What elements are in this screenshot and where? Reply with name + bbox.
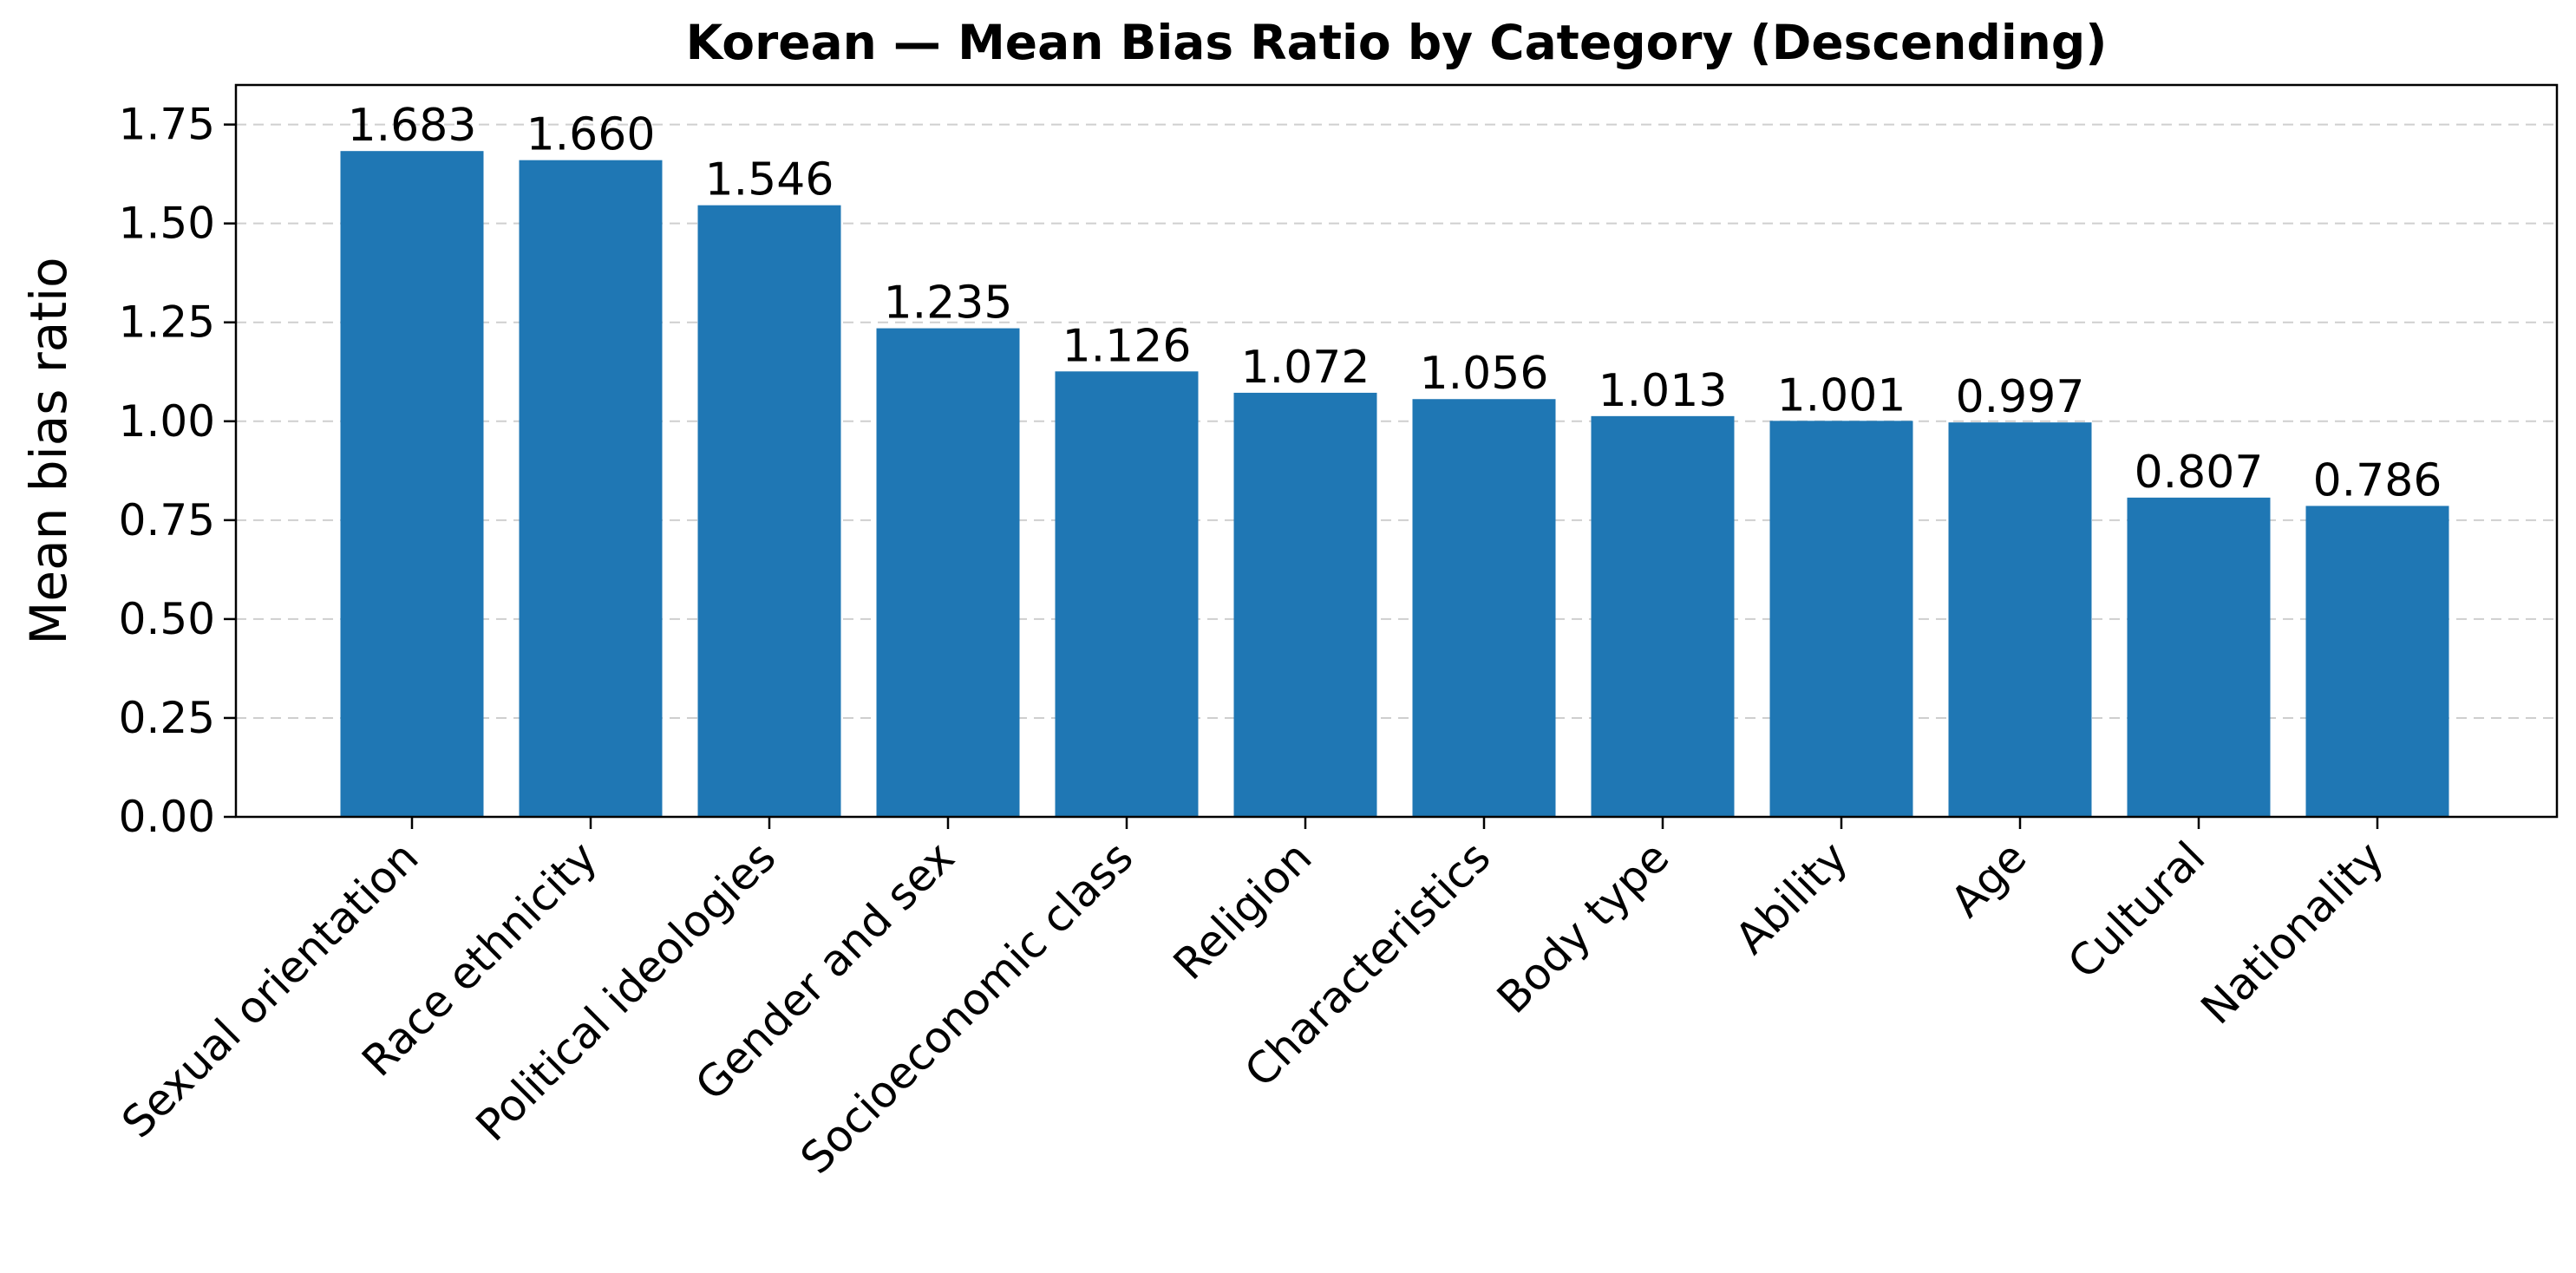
data-label: 1.001: [1777, 369, 1906, 421]
y-tick-label: 1.00: [119, 396, 215, 447]
bar: [1948, 422, 2092, 817]
x-tick-label: Cultural: [2058, 832, 2214, 988]
data-label: 1.660: [526, 109, 656, 161]
y-axis-ticks: 0.00 0.25 0.50 0.75 1.00 1.25 1.50 1.75: [119, 100, 236, 842]
data-label: 0.807: [2135, 447, 2264, 499]
x-tick-label: Age: [1941, 832, 2036, 926]
data-label: 1.235: [884, 277, 1013, 330]
data-label: 1.072: [1241, 342, 1370, 394]
x-tick-label: Nationality: [2192, 832, 2394, 1034]
bar: [2305, 506, 2449, 817]
bar: [519, 160, 663, 817]
y-tick-label: 0.75: [119, 495, 215, 545]
y-axis-label: Mean bias ratio: [19, 257, 78, 644]
data-label: 0.997: [1956, 371, 2085, 423]
data-label: 1.056: [1420, 348, 1549, 400]
bar: [697, 205, 841, 818]
y-tick-label: 1.25: [119, 297, 215, 348]
data-label: 1.126: [1062, 320, 1192, 372]
chart-title: Korean — Mean Bias Ratio by Category (De…: [686, 15, 2108, 70]
bar: [876, 328, 1020, 817]
plot-frame: [234, 83, 2559, 819]
data-label: 0.786: [2313, 454, 2442, 506]
x-tick-label: Religion: [1164, 832, 1322, 989]
bar: [1769, 421, 1913, 817]
bar: [1412, 399, 1556, 817]
data-label: 1.546: [705, 154, 834, 206]
bar: [1233, 392, 1377, 817]
x-tick-label: Socioeconomic class: [791, 832, 1143, 1184]
bar: [1055, 371, 1199, 817]
bars: 1.683 1.660 1.546 1.235 1.126 1.072 1.056 1.013…: [340, 100, 2449, 818]
x-tick-label: Ability: [1726, 832, 1858, 963]
data-label: 1.683: [348, 100, 477, 152]
y-tick-label: 0.00: [119, 792, 215, 842]
bar: [1591, 415, 1735, 817]
x-tick-label: Body type: [1487, 832, 1678, 1022]
bar: [340, 151, 484, 817]
bar: [2127, 497, 2271, 817]
x-tick-label: Sexual orientation: [112, 832, 428, 1147]
y-tick-label: 0.25: [119, 693, 215, 743]
x-tick-label: Political ideologies: [467, 832, 786, 1151]
data-label: 1.013: [1599, 365, 1728, 417]
y-tick-label: 1.75: [119, 100, 215, 150]
y-tick-label: 1.50: [119, 199, 215, 249]
y-tick-label: 0.50: [119, 594, 215, 644]
